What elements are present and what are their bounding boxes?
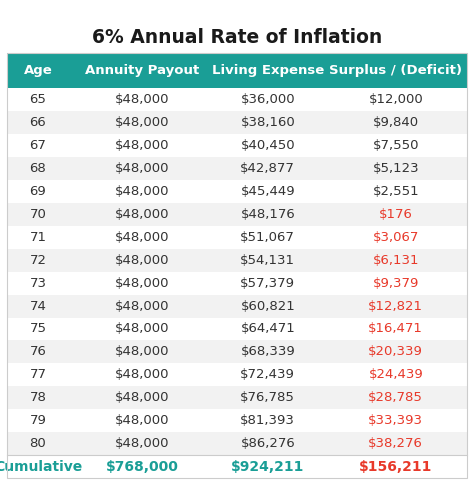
Text: $6,131: $6,131 (373, 254, 419, 267)
FancyBboxPatch shape (7, 53, 467, 88)
Text: 73: 73 (29, 277, 46, 290)
Text: 70: 70 (29, 208, 46, 221)
Text: 6% Annual Rate of Inflation: 6% Annual Rate of Inflation (92, 28, 382, 47)
Text: $48,000: $48,000 (115, 116, 169, 129)
Text: 75: 75 (29, 323, 46, 336)
FancyBboxPatch shape (7, 409, 467, 432)
Text: $28,785: $28,785 (368, 391, 423, 404)
Text: 67: 67 (29, 139, 46, 152)
Text: $48,000: $48,000 (115, 391, 169, 404)
Text: $48,000: $48,000 (115, 162, 169, 175)
Text: $924,211: $924,211 (231, 460, 304, 474)
Text: $72,439: $72,439 (240, 368, 295, 382)
Text: $48,000: $48,000 (115, 277, 169, 290)
Text: $36,000: $36,000 (240, 93, 295, 106)
Text: $24,439: $24,439 (368, 368, 423, 382)
FancyBboxPatch shape (7, 432, 467, 455)
FancyBboxPatch shape (7, 180, 467, 203)
FancyBboxPatch shape (7, 387, 467, 409)
Text: $156,211: $156,211 (359, 460, 432, 474)
FancyBboxPatch shape (7, 318, 467, 341)
Text: $81,393: $81,393 (240, 414, 295, 427)
Text: $48,000: $48,000 (115, 93, 169, 106)
Text: Living Expense: Living Expense (212, 64, 324, 77)
Text: $48,000: $48,000 (115, 368, 169, 382)
Text: 78: 78 (29, 391, 46, 404)
Text: 79: 79 (29, 414, 46, 427)
Text: $9,379: $9,379 (373, 277, 419, 290)
Text: 69: 69 (29, 185, 46, 198)
Text: $48,000: $48,000 (115, 208, 169, 221)
Text: $42,877: $42,877 (240, 162, 295, 175)
Text: $33,393: $33,393 (368, 414, 423, 427)
Text: $57,379: $57,379 (240, 277, 295, 290)
Text: 74: 74 (29, 299, 46, 312)
FancyBboxPatch shape (7, 203, 467, 226)
FancyBboxPatch shape (7, 226, 467, 249)
Text: $38,160: $38,160 (240, 116, 295, 129)
Text: $48,000: $48,000 (115, 437, 169, 450)
Text: 65: 65 (29, 93, 46, 106)
Text: $9,840: $9,840 (373, 116, 419, 129)
Text: Annuity Payout: Annuity Payout (85, 64, 200, 77)
FancyBboxPatch shape (7, 249, 467, 272)
Text: Cumulative: Cumulative (0, 460, 82, 474)
Text: $48,000: $48,000 (115, 323, 169, 336)
Text: Surplus / (Deficit): Surplus / (Deficit) (329, 64, 462, 77)
FancyBboxPatch shape (7, 341, 467, 363)
Text: $68,339: $68,339 (240, 345, 295, 358)
Text: $86,276: $86,276 (240, 437, 295, 450)
FancyBboxPatch shape (7, 88, 467, 111)
Text: $40,450: $40,450 (240, 139, 295, 152)
Text: $45,449: $45,449 (240, 185, 295, 198)
Text: $76,785: $76,785 (240, 391, 295, 404)
Text: $48,000: $48,000 (115, 139, 169, 152)
Text: $12,000: $12,000 (368, 93, 423, 106)
Text: 72: 72 (29, 254, 46, 267)
Text: $48,000: $48,000 (115, 185, 169, 198)
Text: 68: 68 (29, 162, 46, 175)
Text: $16,471: $16,471 (368, 323, 423, 336)
Text: $48,000: $48,000 (115, 414, 169, 427)
FancyBboxPatch shape (7, 272, 467, 294)
FancyBboxPatch shape (7, 111, 467, 134)
FancyBboxPatch shape (7, 157, 467, 180)
Text: 80: 80 (29, 437, 46, 450)
Text: 71: 71 (29, 231, 46, 244)
Text: $48,000: $48,000 (115, 299, 169, 312)
Text: $2,551: $2,551 (373, 185, 419, 198)
FancyBboxPatch shape (7, 134, 467, 157)
Text: $12,821: $12,821 (368, 299, 423, 312)
Text: $64,471: $64,471 (240, 323, 295, 336)
Text: $48,000: $48,000 (115, 254, 169, 267)
FancyBboxPatch shape (7, 363, 467, 387)
Text: 66: 66 (29, 116, 46, 129)
Text: $48,176: $48,176 (240, 208, 295, 221)
Text: $7,550: $7,550 (373, 139, 419, 152)
Text: 76: 76 (29, 345, 46, 358)
Text: $5,123: $5,123 (373, 162, 419, 175)
Text: $768,000: $768,000 (106, 460, 179, 474)
Text: $48,000: $48,000 (115, 231, 169, 244)
FancyBboxPatch shape (7, 455, 467, 478)
Text: 77: 77 (29, 368, 46, 382)
Text: $3,067: $3,067 (373, 231, 419, 244)
Text: $38,276: $38,276 (368, 437, 423, 450)
Text: $60,821: $60,821 (240, 299, 295, 312)
Text: $20,339: $20,339 (368, 345, 423, 358)
Text: $54,131: $54,131 (240, 254, 295, 267)
Text: $51,067: $51,067 (240, 231, 295, 244)
FancyBboxPatch shape (7, 294, 467, 318)
Text: Age: Age (24, 64, 52, 77)
Text: $48,000: $48,000 (115, 345, 169, 358)
Text: $176: $176 (379, 208, 413, 221)
